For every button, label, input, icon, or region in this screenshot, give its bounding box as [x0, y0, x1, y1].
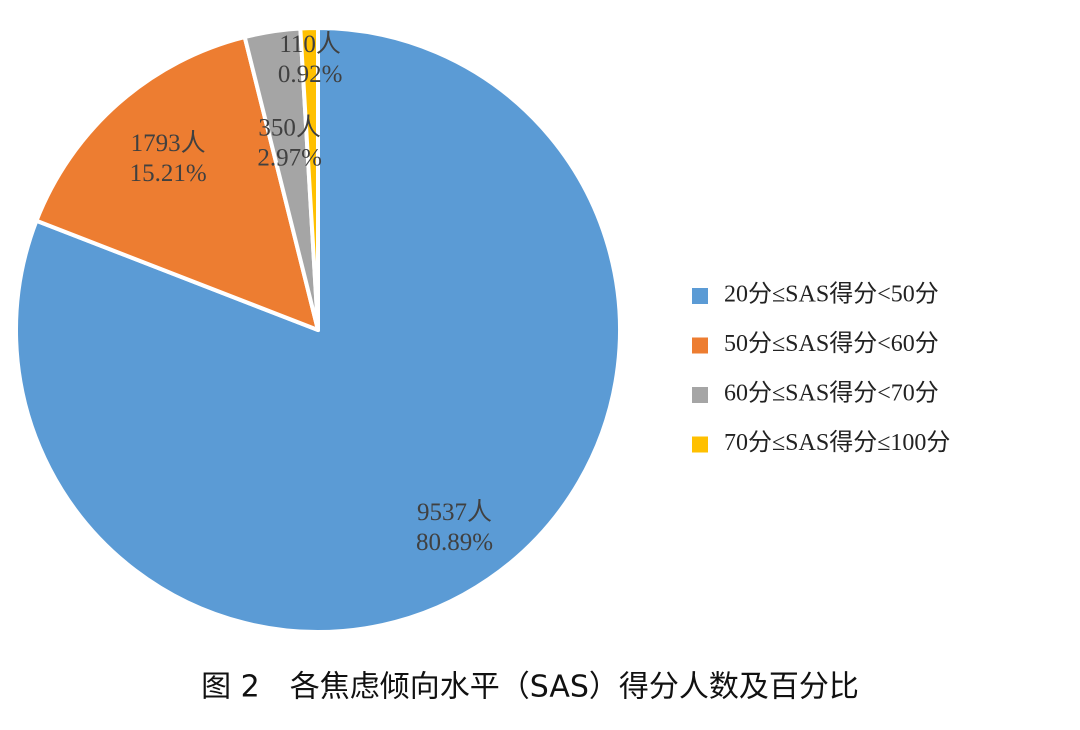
percent-label: 2.97% [257, 145, 322, 172]
pie-slice [34, 35, 320, 332]
legend-label: 50分≤SAS得分<60分 [724, 330, 939, 357]
value-label: 1793人 [131, 130, 206, 157]
legend-label: 60分≤SAS得分<70分 [724, 380, 939, 407]
legend-label: 20分≤SAS得分<50分 [724, 281, 939, 308]
chart-title: 图 2 各焦虑倾向水平（SAS）得分人数及百分比 [201, 670, 859, 705]
value-label: 350人 [258, 115, 321, 142]
value-label: 9537人 [417, 499, 492, 526]
legend-swatch [692, 387, 708, 403]
pie-slice [298, 26, 320, 332]
percent-label: 15.21% [130, 160, 207, 187]
percent-label: 0.92% [278, 61, 343, 88]
legend-swatch [692, 337, 708, 354]
legend-label: 70分≤SAS得分≤100分 [724, 429, 950, 456]
legend-swatch [692, 436, 708, 453]
value-label: 110人 [279, 31, 341, 58]
percent-label: 80.89% [416, 529, 493, 556]
legend-swatch [692, 288, 708, 304]
